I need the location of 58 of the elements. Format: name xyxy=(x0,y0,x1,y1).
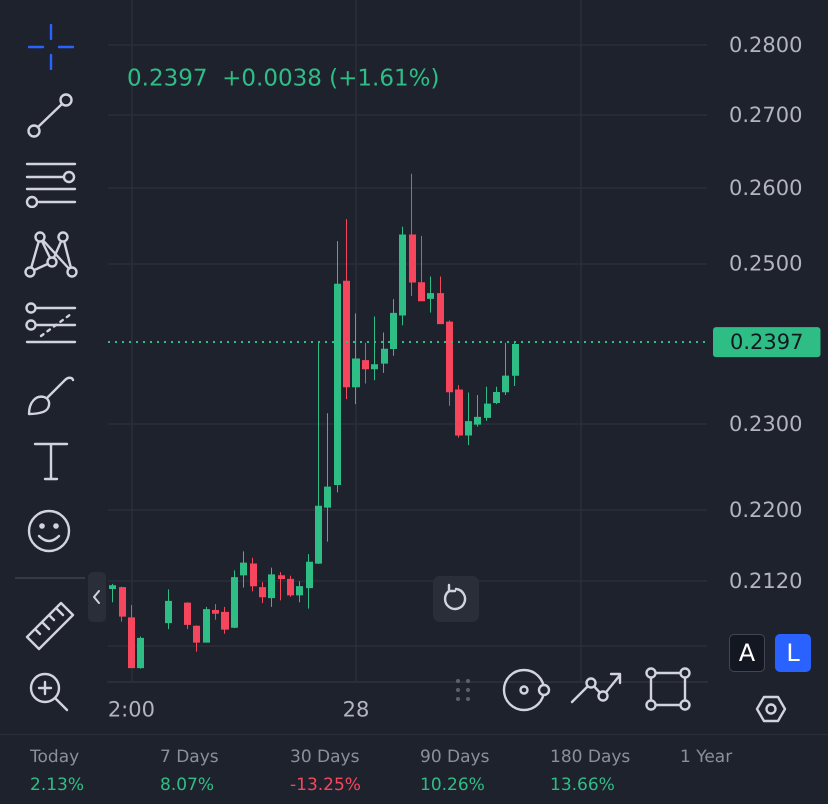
text: 0.2397 +0.0038 (+1.61%) xyxy=(127,66,440,92)
y-tick-label: 0.2300 xyxy=(729,412,802,436)
candlestick xyxy=(418,235,425,302)
candlestick xyxy=(409,173,416,297)
candlestick xyxy=(455,384,463,438)
candlestick xyxy=(119,586,126,622)
candlestick xyxy=(343,218,350,400)
text: 10.26% xyxy=(420,775,485,795)
y-tick-label: 0.2700 xyxy=(729,103,802,128)
ref-line-label: 0.2397 xyxy=(730,330,804,354)
candlestick xyxy=(493,386,500,405)
candlestick xyxy=(306,554,313,610)
candlestick xyxy=(484,386,491,422)
y-tick-label: 0.2120 xyxy=(729,569,802,594)
candlestick xyxy=(399,226,406,326)
candlestick xyxy=(465,392,472,446)
candlestick xyxy=(137,636,144,670)
candlestick xyxy=(474,394,481,428)
candlestick xyxy=(203,606,210,643)
text: 30 Days xyxy=(290,747,360,767)
candlestick xyxy=(193,624,200,652)
candlestick xyxy=(259,582,266,604)
candlestick xyxy=(427,276,434,314)
candlestick xyxy=(128,604,135,668)
candlestick xyxy=(324,412,331,542)
text: 8.07% xyxy=(160,775,214,795)
candlestick xyxy=(240,550,247,588)
text: 1 Year xyxy=(680,747,732,767)
text: A xyxy=(729,634,765,672)
candlestick xyxy=(268,567,275,608)
candlestick xyxy=(278,572,285,601)
candlestick xyxy=(250,557,257,592)
y-tick-label: 0.2200 xyxy=(729,498,802,522)
text: 2.13% xyxy=(30,775,84,795)
x-tick-label: 2:00 xyxy=(108,698,155,722)
text: 13.66% xyxy=(550,775,615,795)
candlestick xyxy=(221,606,229,634)
candlestick xyxy=(184,602,191,630)
candlestick xyxy=(502,342,509,396)
x-tick-label: 28 xyxy=(342,698,370,722)
text: 90 Days xyxy=(420,747,490,767)
candlestick xyxy=(165,588,172,630)
candlestick xyxy=(446,320,453,406)
candlestick xyxy=(362,342,369,384)
candlestick xyxy=(212,604,219,620)
y-tick-label: 0.2500 xyxy=(729,251,802,276)
text: -13.25% xyxy=(290,775,361,795)
y-tick-label: 0.2800 xyxy=(729,32,802,57)
text: 7 Days xyxy=(160,747,219,767)
candlestick xyxy=(231,570,238,629)
text: Today xyxy=(30,747,80,767)
candlestick xyxy=(287,575,294,598)
candlestick xyxy=(296,580,303,603)
text: L xyxy=(775,634,811,672)
text: 180 Days xyxy=(550,747,630,767)
candlestick xyxy=(437,276,444,324)
y-tick-label: 0.2600 xyxy=(729,176,802,200)
candlestick xyxy=(109,583,116,603)
